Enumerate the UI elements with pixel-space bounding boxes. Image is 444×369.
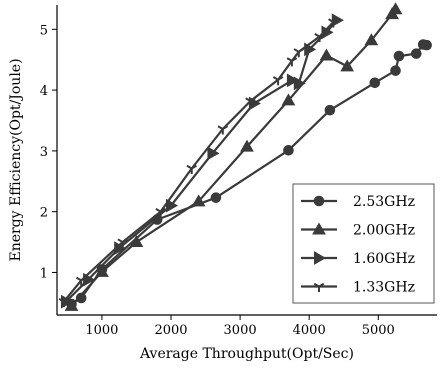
data-point: [117, 238, 128, 248]
y-axis-title: Energy Efficiency(Opt/Joule): [8, 58, 24, 261]
legend-marker: [313, 195, 325, 207]
data-point: [272, 76, 284, 86]
legend-entry: 1.33GHz: [353, 280, 415, 296]
data-point: [75, 292, 87, 304]
series-1.33GHz: [58, 18, 339, 308]
y-tick-label: 4: [40, 84, 48, 99]
data-point: [245, 97, 256, 107]
series-group: [58, 2, 432, 311]
data-point: [58, 298, 70, 308]
data-point: [210, 192, 222, 203]
data-point: [324, 104, 336, 116]
data-point: [283, 144, 294, 156]
x-tick-label: 4000: [293, 323, 326, 338]
data-point: [410, 48, 422, 59]
data-point: [369, 77, 381, 89]
data-point: [129, 235, 144, 248]
legend-marker: [314, 251, 327, 265]
data-point: [64, 298, 79, 311]
data-point: [207, 146, 220, 161]
x-axis-title: Average Throughput(Opt/Sec): [139, 346, 354, 362]
legend-entry: 1.60GHz: [353, 251, 415, 267]
data-point: [328, 18, 339, 28]
legend: 2.53GHz 2.00GHz 1.60GHz 1.33GHz: [292, 183, 435, 304]
data-point: [155, 208, 166, 218]
data-point: [364, 33, 379, 46]
legend-entry: 2.53GHz: [353, 194, 415, 210]
y-tick-label: 3: [40, 145, 48, 160]
data-point: [281, 93, 296, 106]
data-point: [319, 48, 334, 61]
legend-marker: [312, 222, 326, 235]
x-tick-label: 3000: [224, 323, 257, 338]
series-2.00GHz: [64, 2, 403, 311]
x-tick-label: 2000: [154, 323, 187, 338]
data-point: [166, 198, 179, 213]
legend-marker: [313, 282, 325, 292]
legend-entry: 2.00GHz: [353, 223, 415, 239]
data-point: [75, 276, 87, 286]
data-point: [217, 125, 229, 135]
data-point: [286, 57, 298, 67]
data-point: [191, 194, 206, 207]
data-point: [95, 264, 109, 277]
data-point: [421, 39, 432, 51]
axes: 1000 2000 3000 4000 5000 1 2 3 4 5 Average Through…: [8, 5, 437, 362]
x-tick-label: 5000: [362, 323, 395, 338]
y-tick-label: 2: [40, 206, 48, 221]
data-point: [240, 139, 254, 152]
data-point: [314, 32, 325, 43]
y-tick-label: 1: [40, 266, 48, 281]
y-tick-label: 5: [40, 23, 48, 38]
data-point: [388, 2, 403, 15]
data-point: [293, 48, 305, 58]
x-tick-label: 1000: [85, 323, 118, 338]
data-point: [293, 76, 306, 91]
data-point: [390, 65, 401, 76]
data-point: [393, 50, 405, 62]
data-point: [340, 59, 355, 72]
data-point: [286, 73, 299, 88]
data-point: [186, 164, 197, 175]
